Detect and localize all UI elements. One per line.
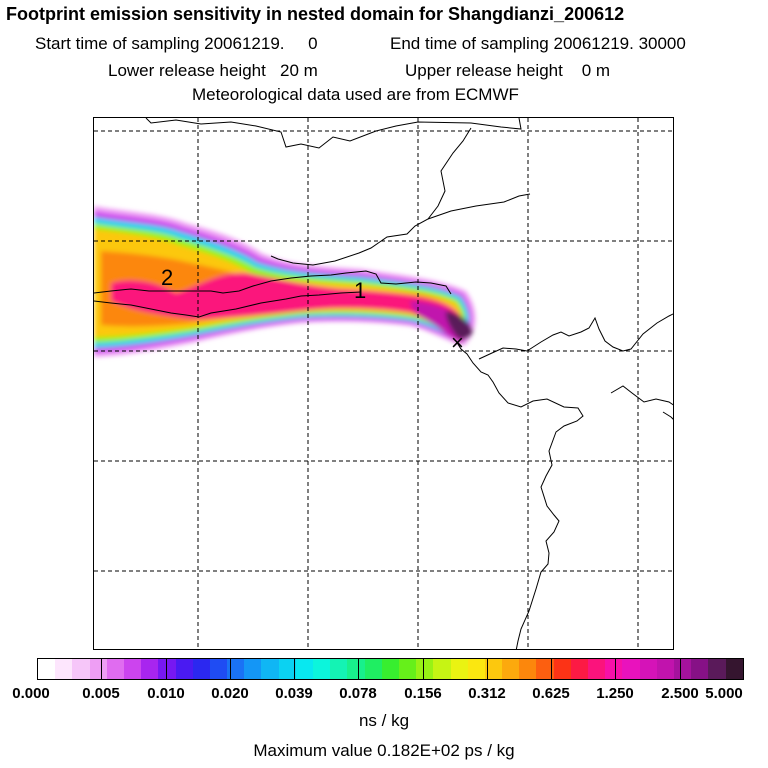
map-canvas: 2 1 × bbox=[94, 118, 673, 649]
met-note: Meteorological data used are from ECMWF bbox=[192, 85, 519, 104]
lower-release-value: 20 m bbox=[280, 61, 318, 80]
colorbar-segment-2 bbox=[72, 659, 90, 679]
lower-release-line: Lower release height 20 m bbox=[108, 61, 318, 81]
upper-release-label: Upper release height bbox=[405, 61, 563, 80]
colorbar-segment-30 bbox=[553, 659, 571, 679]
colorbar-label-6: 0.156 bbox=[404, 685, 442, 702]
start-sampling-value: 20061219. 0 bbox=[204, 34, 318, 53]
colorbar-segment-40 bbox=[725, 659, 743, 679]
colorbar-segment-33 bbox=[605, 659, 623, 679]
upper-release-line: Upper release height 0 m bbox=[405, 61, 610, 81]
colorbar-label-11: 5.000 bbox=[705, 685, 743, 702]
colorbar-segment-26 bbox=[484, 659, 503, 679]
coast-shandong bbox=[610, 385, 673, 406]
colorbar-tick-3 bbox=[230, 658, 231, 680]
footprint-plume bbox=[94, 206, 476, 357]
colorbar-label-0: 0.000 bbox=[12, 685, 50, 702]
coast-bohai bbox=[455, 340, 584, 649]
colorbar-segment-12 bbox=[244, 659, 262, 679]
colorbar-segment-10 bbox=[209, 659, 228, 679]
coastline bbox=[94, 118, 673, 649]
border-line-east bbox=[270, 127, 472, 266]
colorbar-segment-32 bbox=[588, 659, 606, 679]
colorbar-tick-4 bbox=[294, 658, 295, 680]
colorbar-units: ns / kg bbox=[358, 711, 410, 730]
colorbar-tick-1 bbox=[101, 658, 102, 680]
colorbar-segment-0 bbox=[38, 659, 56, 679]
colorbar-segment-11 bbox=[227, 659, 245, 679]
colorbar-segment-4 bbox=[106, 659, 124, 679]
colorbar-segment-38 bbox=[691, 659, 709, 679]
colorbar-label-10: 2.500 bbox=[661, 685, 699, 702]
colorbar-label-5: 0.078 bbox=[339, 685, 377, 702]
colorbar-label-8: 0.625 bbox=[532, 685, 570, 702]
colorbar-segment-39 bbox=[708, 659, 726, 679]
start-sampling-line: Start time of sampling 20061219. 0 bbox=[35, 34, 318, 54]
border-line-central bbox=[94, 270, 452, 295]
contour-label-2: 2 bbox=[161, 265, 173, 290]
border-line-north bbox=[145, 118, 522, 149]
colorbar-segment-28 bbox=[519, 659, 537, 679]
border-line-south bbox=[94, 291, 362, 318]
colorbar-tick-6 bbox=[423, 658, 424, 680]
colorbar-tick-2 bbox=[166, 658, 167, 680]
end-sampling-line: End time of sampling 20061219. 30000 bbox=[390, 34, 686, 54]
page-title: Footprint emission sensitivity in nested… bbox=[6, 4, 625, 24]
end-sampling-value: 20061219. 30000 bbox=[553, 34, 686, 53]
colorbar-segment-6 bbox=[141, 659, 159, 679]
colorbar-segment-25 bbox=[467, 659, 485, 679]
map-panel: 2 1 × bbox=[93, 117, 674, 650]
colorbar-segment-9 bbox=[192, 659, 210, 679]
colorbar-label-9: 1.250 bbox=[596, 685, 634, 702]
graticule bbox=[94, 118, 673, 649]
colorbar-label-3: 0.020 bbox=[211, 685, 249, 702]
end-sampling-label: End time of sampling bbox=[390, 34, 549, 53]
upper-release-value: 0 m bbox=[581, 61, 611, 80]
start-sampling-label: Start time of sampling bbox=[35, 34, 200, 53]
coast-liaodong bbox=[478, 313, 673, 360]
colorbar-segment-21 bbox=[398, 659, 417, 679]
colorbar-tick-9 bbox=[615, 658, 616, 680]
colorbar-tick-10 bbox=[680, 658, 681, 680]
plume-band-1250 bbox=[111, 272, 467, 341]
colorbar-segment-23 bbox=[433, 659, 451, 679]
colorbar-segment-29 bbox=[536, 659, 554, 679]
lower-release-label: Lower release height bbox=[108, 61, 266, 80]
plume-band-5000 bbox=[445, 311, 473, 339]
colorbar-segment-3 bbox=[89, 659, 107, 679]
colorbar bbox=[37, 658, 744, 680]
colorbar-segment-18 bbox=[347, 659, 365, 679]
colorbar-tick-8 bbox=[551, 658, 552, 680]
colorbar-segment-31 bbox=[570, 659, 588, 679]
maximum-value: Maximum value 0.182E+02 ps / kg bbox=[253, 741, 515, 760]
colorbar-segment-19 bbox=[364, 659, 382, 679]
colorbar-label-7: 0.312 bbox=[468, 685, 506, 702]
colorbar-segment-34 bbox=[622, 659, 640, 679]
colorbar-segment-27 bbox=[502, 659, 520, 679]
colorbar-segment-35 bbox=[639, 659, 657, 679]
plume-band-2500 bbox=[410, 301, 469, 343]
colorbar-segment-5 bbox=[123, 659, 142, 679]
colorbar-segment-37 bbox=[673, 659, 692, 679]
contour-label-1: 1 bbox=[354, 278, 366, 303]
colorbar-segment-1 bbox=[55, 659, 73, 679]
receptor-marker: × bbox=[451, 330, 464, 355]
colorbar-segment-20 bbox=[381, 659, 399, 679]
colorbar-tick-5 bbox=[358, 658, 359, 680]
colorbar-segment-22 bbox=[416, 659, 434, 679]
colorbar-segment-16 bbox=[313, 659, 331, 679]
colorbar-segment-17 bbox=[330, 659, 348, 679]
border-line-ridge bbox=[427, 193, 531, 220]
colorbar-label-1: 0.005 bbox=[82, 685, 120, 702]
colorbar-label-2: 0.010 bbox=[147, 685, 185, 702]
colorbar-label-4: 0.039 bbox=[275, 685, 313, 702]
colorbar-segment-13 bbox=[261, 659, 279, 679]
colorbar-segment-36 bbox=[656, 659, 674, 679]
colorbar-segment-14 bbox=[278, 659, 296, 679]
colorbar-segment-8 bbox=[175, 659, 193, 679]
colorbar-tick-7 bbox=[487, 658, 488, 680]
colorbar-segment-24 bbox=[450, 659, 468, 679]
coast-island bbox=[662, 411, 673, 420]
colorbar-segment-15 bbox=[295, 659, 313, 679]
